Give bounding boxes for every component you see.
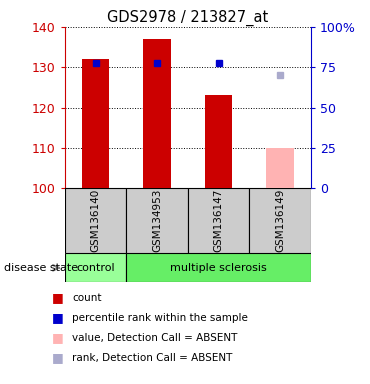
Bar bbox=[249, 188, 311, 253]
Text: rank, Detection Call = ABSENT: rank, Detection Call = ABSENT bbox=[72, 353, 232, 362]
Text: ■: ■ bbox=[52, 291, 64, 304]
Bar bbox=[65, 253, 126, 282]
Text: ■: ■ bbox=[52, 351, 64, 364]
Bar bbox=[188, 188, 249, 253]
Text: multiple sclerosis: multiple sclerosis bbox=[170, 263, 267, 273]
Text: ■: ■ bbox=[52, 311, 64, 324]
Text: GSM136140: GSM136140 bbox=[91, 189, 101, 252]
Bar bbox=[266, 148, 294, 188]
Text: GSM136149: GSM136149 bbox=[275, 189, 285, 253]
Bar bbox=[65, 188, 126, 253]
Title: GDS2978 / 213827_at: GDS2978 / 213827_at bbox=[107, 9, 268, 25]
Text: GSM136147: GSM136147 bbox=[213, 189, 223, 253]
Text: percentile rank within the sample: percentile rank within the sample bbox=[72, 313, 248, 323]
Bar bbox=[82, 59, 110, 188]
Bar bbox=[143, 39, 171, 188]
Text: disease state: disease state bbox=[4, 263, 78, 273]
Text: GSM134953: GSM134953 bbox=[152, 189, 162, 253]
Text: count: count bbox=[72, 293, 102, 303]
Text: control: control bbox=[76, 263, 115, 273]
Text: ■: ■ bbox=[52, 331, 64, 344]
Text: value, Detection Call = ABSENT: value, Detection Call = ABSENT bbox=[72, 333, 238, 343]
Bar bbox=[205, 95, 232, 188]
Bar bbox=[126, 253, 311, 282]
Bar bbox=[126, 188, 188, 253]
